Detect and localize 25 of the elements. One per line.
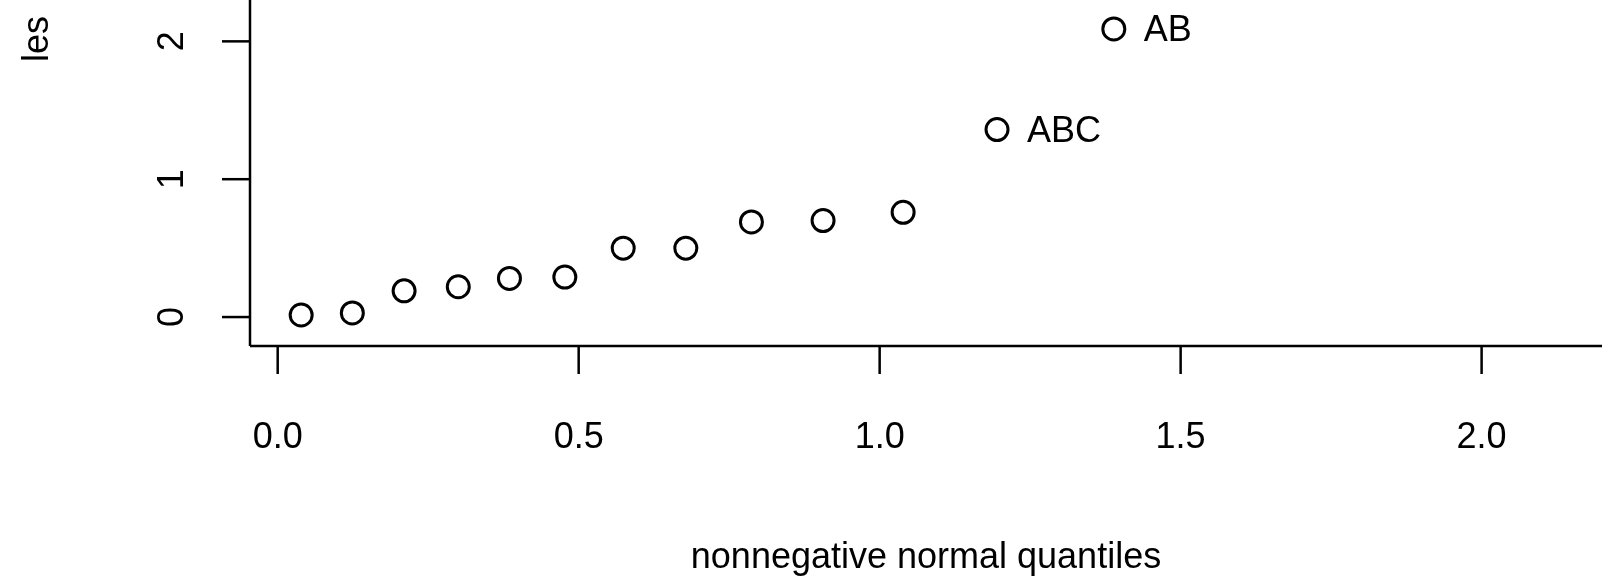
annotation: ABC [1027,109,1102,151]
x-tick-label: 1.0 [854,415,905,456]
point [445,274,471,300]
x-axis-title: nonnegative normal quantiles [690,535,1162,576]
y-tick-label: 0 [149,307,191,328]
x-tick-label: 0.0 [252,415,303,456]
point [288,302,314,328]
point [391,278,417,304]
point [738,209,764,235]
y-axis-title: les [15,15,56,62]
x-tick-label: 0.5 [553,415,604,456]
point [890,199,916,225]
point [339,300,365,326]
point [984,117,1010,143]
point [1101,16,1127,42]
x-tick-label: 1.5 [1155,415,1206,456]
y-tick-label: 1 [149,169,191,190]
x-tick-label: 2.0 [1456,415,1507,456]
annotation: AB [1143,8,1192,50]
y-tick-label: 2 [149,31,191,52]
point [496,265,522,291]
point [810,208,836,234]
point [552,264,578,290]
point [673,235,699,261]
point [610,235,636,261]
